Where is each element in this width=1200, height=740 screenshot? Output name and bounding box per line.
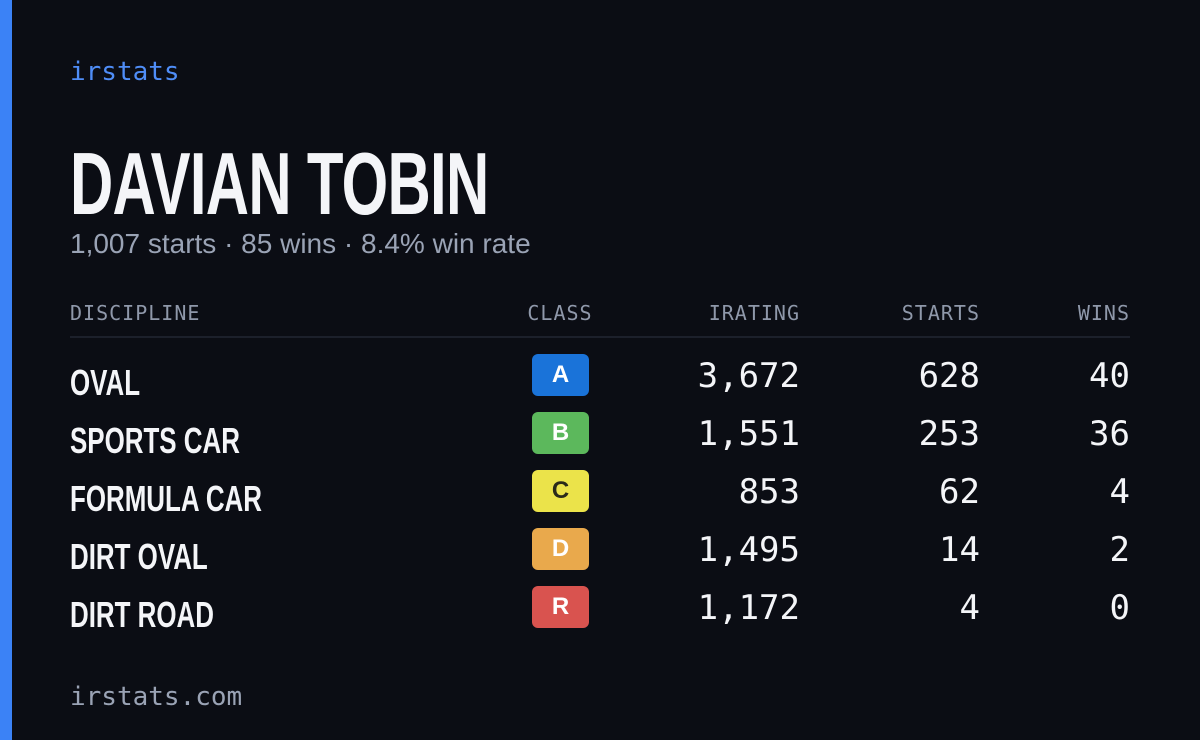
discipline: OVAL bbox=[70, 362, 141, 403]
starts: 62 bbox=[939, 472, 980, 512]
discipline: SPORTS CAR bbox=[70, 420, 240, 461]
irating: 1,495 bbox=[697, 530, 800, 570]
column-header: STARTS bbox=[901, 301, 980, 325]
brand: irstats bbox=[70, 57, 180, 87]
class-badge: B bbox=[532, 412, 589, 454]
summary: 1,007 starts · 85 wins · 8.4% win rate bbox=[70, 228, 531, 259]
accent-stripe bbox=[0, 0, 12, 740]
irating: 1,172 bbox=[697, 588, 800, 628]
starts: 4 bbox=[959, 588, 980, 628]
discipline: FORMULA CAR bbox=[70, 478, 262, 519]
irating: 3,672 bbox=[697, 356, 800, 396]
wins: 36 bbox=[1089, 414, 1130, 454]
column-header: CLASS bbox=[527, 301, 593, 325]
discipline: DIRT ROAD bbox=[70, 594, 214, 635]
header-rule bbox=[70, 336, 1130, 338]
discipline: DIRT OVAL bbox=[70, 536, 208, 577]
starts: 14 bbox=[939, 530, 980, 570]
player-name: DAVIAN TOBIN bbox=[70, 134, 489, 233]
wins: 4 bbox=[1109, 472, 1130, 512]
class-badge: A bbox=[532, 354, 589, 396]
wins: 40 bbox=[1089, 356, 1130, 396]
wins: 0 bbox=[1109, 588, 1130, 628]
irating: 1,551 bbox=[697, 414, 800, 454]
class-badge: C bbox=[532, 470, 589, 512]
column-header: IRATING bbox=[708, 301, 800, 325]
starts: 628 bbox=[918, 356, 980, 396]
footer-url: irstats.com bbox=[70, 682, 243, 712]
wins: 2 bbox=[1109, 530, 1130, 570]
column-header: WINS bbox=[1077, 301, 1130, 325]
class-badge: D bbox=[532, 528, 589, 570]
column-header: DISCIPLINE bbox=[70, 301, 201, 325]
starts: 253 bbox=[918, 414, 980, 454]
irating: 853 bbox=[738, 472, 800, 512]
class-badge: R bbox=[532, 586, 589, 628]
